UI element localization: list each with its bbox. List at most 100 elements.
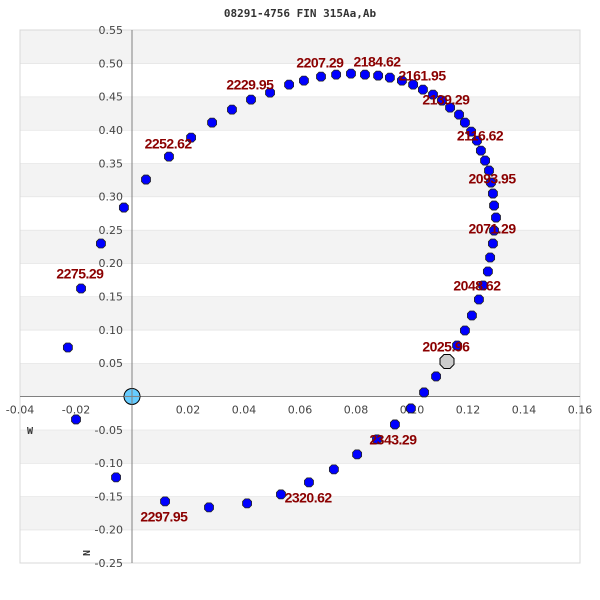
y-tick-label: 0.25 (99, 224, 124, 237)
orbit-point (372, 434, 382, 445)
orbit-point (360, 69, 370, 80)
y-tick-label: 0.40 (99, 124, 124, 137)
orbit-point (352, 449, 363, 460)
orbit-point (488, 188, 498, 199)
orbit-point (316, 71, 326, 82)
epoch-label: 2184.62 (353, 54, 401, 70)
epoch-label: 2048.62 (453, 278, 501, 294)
x-tick-label: 0.08 (344, 403, 369, 416)
orbit-point (452, 340, 462, 351)
epoch-label: 2116.62 (457, 128, 504, 144)
orbit-point (482, 266, 493, 277)
grid-band (20, 396, 580, 430)
epoch-label: 2093.95 (469, 171, 517, 187)
orbit-point (227, 104, 237, 115)
grid-band (20, 196, 580, 230)
orbit-point (485, 252, 496, 263)
orbit-point (489, 225, 499, 236)
orbit-point (437, 95, 447, 106)
orbit-point (488, 238, 498, 249)
y-tick-label: 0.35 (99, 157, 124, 170)
grid-band (20, 496, 580, 530)
orbit-point (384, 72, 395, 83)
orbit-point (304, 477, 314, 488)
orbit-point (478, 280, 489, 291)
y-tick-label: 0.20 (99, 257, 124, 270)
orbit-point (299, 75, 309, 86)
orbit-point (186, 132, 196, 143)
grid-band (20, 96, 580, 130)
orbit-point (390, 419, 400, 430)
y-tick-label: -0.15 (95, 490, 123, 503)
grid-band (20, 429, 580, 464)
orbit-point (96, 238, 106, 249)
west-direction-label: W (27, 426, 34, 437)
orbit-point (408, 79, 419, 90)
y-tick-label: 0.45 (99, 91, 124, 104)
orbit-point (141, 174, 151, 185)
orbit-point (118, 202, 129, 213)
y-tick-label: -0.10 (95, 457, 123, 470)
x-tick-label: -0.02 (62, 403, 90, 416)
north-direction-label: N (82, 550, 93, 556)
orbit-point (397, 75, 407, 86)
orbit-point (246, 94, 256, 105)
epoch-label: 2139.29 (422, 92, 470, 108)
orbit-point (466, 126, 476, 137)
orbit-point (346, 68, 356, 79)
orbit-point (418, 84, 428, 95)
y-tick-label: -0.25 (95, 557, 123, 570)
orbit-point (489, 200, 499, 211)
orbit-point (284, 79, 294, 90)
y-tick-label: -0.20 (95, 524, 123, 537)
orbit-point (431, 371, 441, 382)
grid-band (20, 529, 580, 563)
orbit-point (265, 87, 275, 98)
current-position-marker (439, 353, 455, 369)
y-tick-label: 0.10 (99, 324, 124, 337)
orbit-point (207, 117, 217, 128)
orbit-point (484, 165, 494, 176)
epoch-label: 2025.96 (422, 338, 470, 354)
orbit-point (467, 310, 477, 321)
orbit-point (480, 155, 490, 166)
epoch-label: 2275.29 (56, 266, 104, 282)
orbit-point (276, 489, 286, 500)
x-tick-label: 0.14 (512, 403, 537, 416)
orbit-point (460, 325, 470, 336)
orbit-point (472, 135, 482, 146)
orbit-point (62, 342, 73, 353)
grid-band (20, 296, 580, 330)
epoch-label: 2320.62 (285, 489, 333, 505)
grid-band (20, 363, 580, 397)
orbit-point (76, 283, 86, 294)
epoch-label: 2207.29 (296, 55, 344, 71)
orbit-point (164, 151, 174, 162)
orbit-point (111, 472, 121, 483)
y-tick-label: 0.55 (99, 24, 124, 37)
epoch-label: 2252.62 (145, 136, 193, 152)
y-tick-label: 0.15 (99, 291, 124, 304)
orbit-point (331, 69, 342, 80)
orbit-point (204, 502, 214, 513)
y-tick-label: 0.50 (99, 57, 124, 70)
orbit-point (428, 89, 438, 100)
chart-title: 08291-4756 FIN 315Aa,Ab (224, 7, 377, 20)
y-tick-label: -0.05 (95, 424, 123, 437)
x-tick-label: 0.16 (568, 403, 593, 416)
epoch-label: 2343.29 (369, 431, 417, 447)
orbit-point (405, 403, 416, 414)
x-tick-label: 0.04 (232, 403, 257, 416)
orbit-point (419, 387, 429, 398)
grid-band (20, 30, 580, 64)
orbit-point (454, 109, 464, 120)
x-tick-label: 0.12 (456, 403, 481, 416)
plot-border (19, 29, 581, 564)
epoch-label: 2229.95 (226, 77, 274, 93)
orbit-point (486, 177, 496, 188)
x-tick-label: 0.02 (176, 403, 201, 416)
orbit-point (491, 212, 501, 223)
orbit-point (328, 464, 339, 475)
orbit-point (373, 70, 384, 81)
